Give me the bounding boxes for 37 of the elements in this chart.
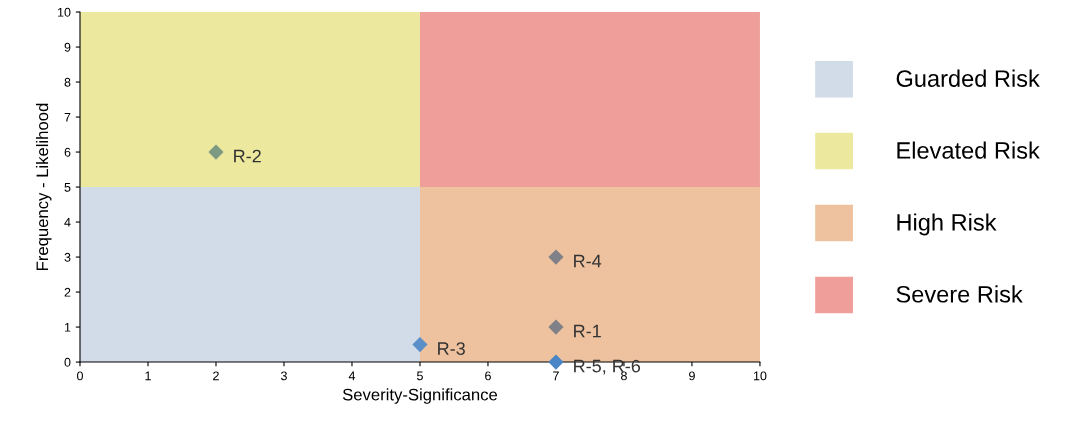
x-tick-label: 5 bbox=[416, 371, 423, 381]
legend-label: Guarded Risk bbox=[896, 69, 1040, 87]
x-tick-label: 10 bbox=[753, 371, 767, 381]
x-tick-label: 2 bbox=[213, 371, 219, 381]
y-axis-title: Frequency - Likelihood bbox=[35, 103, 52, 270]
annotation: R-3 bbox=[438, 342, 465, 355]
x-tick-label: 3 bbox=[280, 371, 287, 381]
x-tick-label: 4 bbox=[348, 371, 356, 381]
legend-label: Severe Risk bbox=[896, 285, 1023, 303]
point bbox=[208, 144, 224, 160]
y-tick-label: 5 bbox=[64, 182, 71, 192]
point bbox=[548, 319, 564, 335]
x-tick-label: 6 bbox=[485, 371, 491, 381]
point bbox=[548, 354, 564, 370]
x-tick-label: 1 bbox=[145, 371, 151, 381]
legend-label: High Risk bbox=[897, 213, 997, 236]
x-axis-title: Severity-Significance bbox=[342, 388, 498, 404]
x-tick-label: 0 bbox=[77, 371, 83, 381]
y-tick-label: 0 bbox=[64, 357, 71, 367]
y-tick-label: 7 bbox=[64, 112, 71, 122]
point bbox=[548, 249, 564, 265]
y-tick-label: 9 bbox=[64, 42, 71, 52]
annotation: R-4 bbox=[574, 254, 602, 268]
point bbox=[412, 336, 428, 353]
y-tick-label: 8 bbox=[64, 77, 71, 87]
x-tick-label: 8 bbox=[621, 371, 627, 381]
y-tick-label: 6 bbox=[64, 147, 71, 157]
y-tick-label: 4 bbox=[64, 217, 71, 227]
y-tick-label: 3 bbox=[64, 252, 71, 262]
y-tick-label: 1 bbox=[64, 322, 71, 332]
annotation: R-1 bbox=[574, 324, 601, 338]
y-tick-label: 10 bbox=[58, 7, 71, 17]
y-tick-label: 2 bbox=[64, 287, 71, 297]
annotation: R-2 bbox=[234, 149, 261, 163]
x-tick-label: 9 bbox=[689, 371, 695, 381]
x-tick-label: 7 bbox=[553, 371, 559, 381]
legend-label: Elevated Risk bbox=[897, 141, 1040, 159]
